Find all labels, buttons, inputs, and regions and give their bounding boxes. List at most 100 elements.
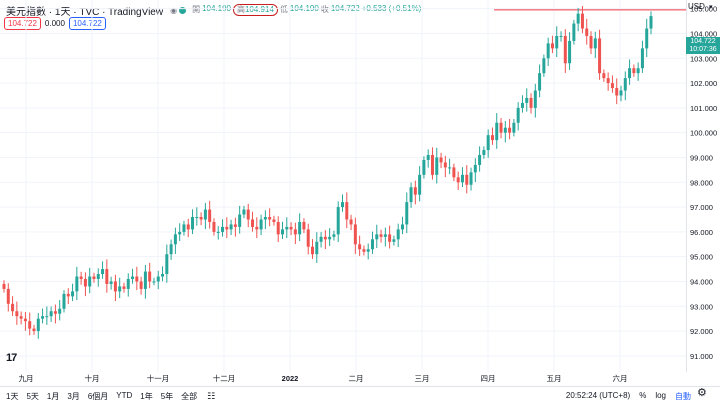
candle-body — [473, 164, 477, 173]
candle-body — [593, 38, 597, 49]
candle-body — [178, 231, 182, 235]
candle-body — [88, 276, 92, 287]
candle-body — [559, 35, 563, 37]
candle-body — [191, 217, 195, 230]
candle-body — [323, 236, 327, 240]
candle-body — [400, 224, 404, 230]
currency-label[interactable]: USD — [688, 2, 705, 11]
x-tick-label: 三月 — [415, 374, 430, 383]
sell-price-tag[interactable]: 104.722 — [4, 17, 41, 30]
candle-body — [645, 28, 649, 49]
candle-body — [632, 68, 636, 74]
range-1m[interactable]: 1月 — [46, 391, 60, 401]
candle-body — [263, 217, 267, 220]
candle-body — [23, 318, 27, 322]
candle-body — [353, 224, 357, 245]
y-tick-label: 92.000 — [690, 327, 713, 336]
candle-body — [525, 97, 529, 103]
high-value: 104.914 — [244, 5, 274, 14]
price-tags: 104.722 0.000 104.722 — [4, 17, 106, 30]
range-3m[interactable]: 3月 — [67, 391, 80, 401]
range-1y[interactable]: 1年 — [140, 391, 153, 401]
candle-body — [503, 127, 507, 133]
candle-body — [563, 35, 567, 64]
x-tick-label: 十二月 — [213, 373, 236, 383]
candle-body — [186, 224, 190, 230]
range-all[interactable]: 全部 — [181, 391, 198, 401]
log-toggle[interactable]: log — [655, 391, 666, 400]
candle-body — [555, 35, 559, 49]
price-chart[interactable]: 91.000 92.000 93.000 94.000 95.000 96.000 97.0… — [0, 0, 720, 386]
candle-body — [238, 214, 242, 227]
candle-body — [246, 209, 250, 220]
range-1d[interactable]: 1天 — [6, 391, 19, 401]
symbol-title[interactable]: 美元指數 · 1天 · TVC · TradingView — [6, 6, 164, 18]
candle-body — [281, 229, 285, 235]
candle-body — [328, 236, 332, 240]
candle-body — [349, 219, 353, 225]
candle-body — [11, 303, 15, 312]
candle-body — [109, 281, 113, 284]
candle-body — [92, 276, 96, 279]
candle-body — [83, 279, 87, 287]
date-range-icon[interactable]: ☷ — [207, 390, 216, 401]
candle-body — [366, 249, 370, 252]
range-6m[interactable]: 6個月 — [87, 391, 109, 401]
candle-body — [233, 224, 237, 227]
candle-body — [79, 276, 83, 279]
candle-body — [388, 234, 392, 242]
candle-body — [96, 274, 100, 279]
range-ytd[interactable]: YTD — [116, 390, 133, 400]
candle-body — [255, 226, 259, 230]
range-5y[interactable]: 5年 — [160, 391, 174, 401]
candle-body — [302, 221, 306, 230]
candle-body — [272, 219, 276, 222]
y-tick-label: 104.000 — [690, 29, 717, 38]
candle-body — [619, 90, 623, 96]
y-tick-label: 103.000 — [690, 54, 717, 63]
candle-body — [126, 279, 130, 289]
x-tick-label: 十一月 — [147, 373, 170, 383]
buy-price-tag[interactable]: 104.722 — [68, 17, 106, 30]
candle-body — [165, 254, 169, 275]
candle-body — [182, 224, 186, 232]
eye-icon[interactable]: ◉ — [170, 5, 178, 15]
candle-body — [221, 226, 225, 232]
status-indicators: ◉ — [170, 5, 187, 15]
candle-body — [293, 229, 297, 235]
candle-body — [152, 281, 156, 283]
candle-body — [75, 276, 79, 292]
y-tick-label: 93.000 — [690, 302, 713, 311]
candle-body — [6, 288, 10, 304]
candle-body — [396, 229, 400, 240]
candle-body — [538, 73, 542, 91]
candle-body — [598, 38, 602, 74]
candle-body — [435, 157, 439, 175]
y-tick-label: 99.000 — [690, 153, 713, 162]
clock-readout[interactable]: 20:52:24 (UTC+8) — [565, 391, 631, 400]
auto-scale-toggle[interactable]: 自動 — [675, 392, 691, 401]
candle-body — [576, 13, 580, 24]
candle-body — [542, 58, 546, 74]
candle-body — [409, 187, 413, 203]
gear-icon[interactable]: ⚙ — [697, 387, 707, 399]
range-5d[interactable]: 5天 — [26, 391, 39, 401]
y-tick-label: 96.000 — [690, 228, 713, 237]
candle-body — [2, 283, 6, 289]
percent-toggle[interactable]: % — [639, 391, 647, 400]
candle-body — [422, 159, 426, 175]
price-axis[interactable] — [686, 0, 720, 372]
candle-body — [199, 217, 203, 220]
x-tick-label: 九月 — [19, 374, 34, 383]
candle-body — [490, 135, 494, 141]
y-tick-label: 98.000 — [690, 178, 713, 187]
candle-body — [375, 234, 379, 240]
candle-body — [602, 73, 606, 79]
candle-body — [298, 221, 302, 235]
candle-body — [362, 249, 366, 252]
candle-body — [45, 316, 49, 318]
candle-body — [495, 122, 499, 141]
candle-body — [268, 217, 272, 220]
candle-body — [392, 239, 396, 242]
chevron-down-icon[interactable]: ▾ — [709, 4, 713, 11]
